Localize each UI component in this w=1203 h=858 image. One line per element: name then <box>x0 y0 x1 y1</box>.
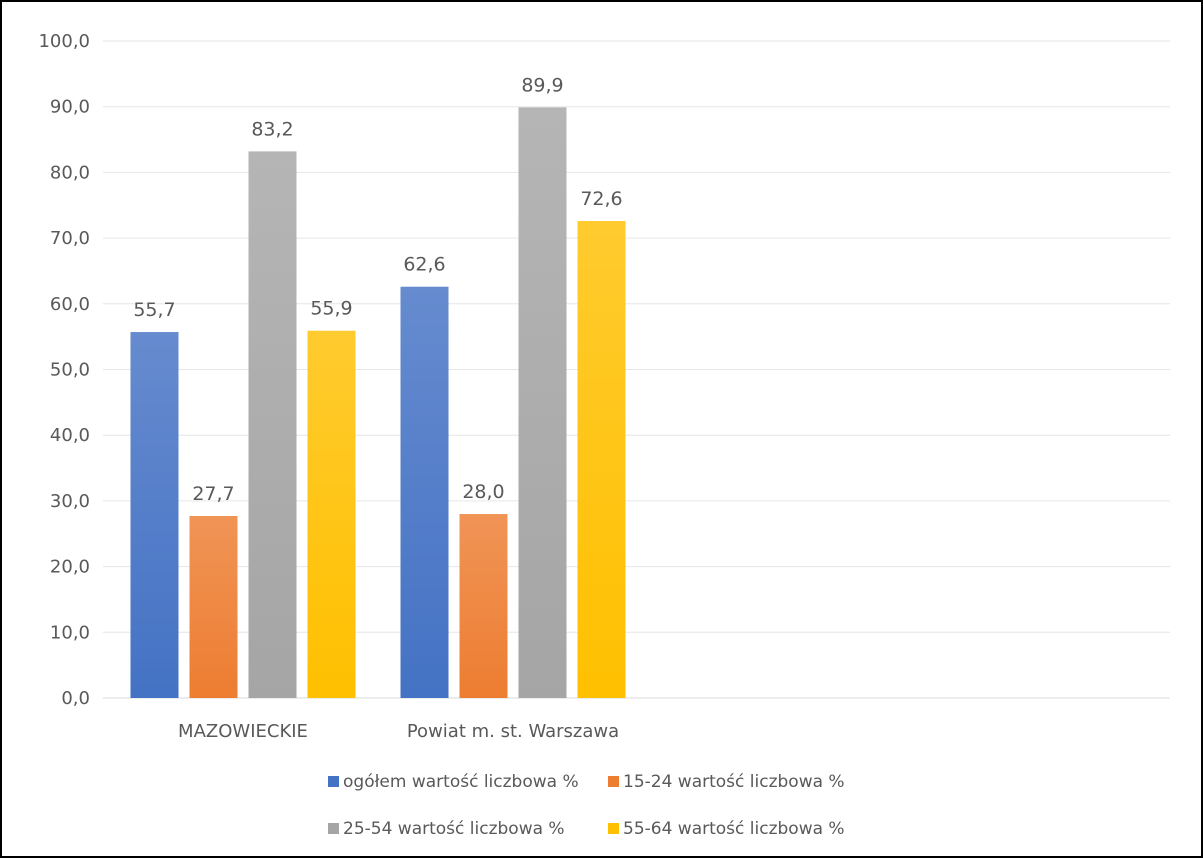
x-axis-category-labels: MAZOWIECKIE Powiat m. st. Warszawa <box>178 721 619 742</box>
bar <box>459 514 508 698</box>
legend-label: 25-54 wartość liczbowa % <box>343 819 565 839</box>
bar <box>189 516 238 698</box>
data-label: 62,6 <box>403 254 445 276</box>
bar <box>577 221 626 698</box>
legend: ogółem wartość liczbowa % 15-24 wartość l… <box>328 772 845 839</box>
legend-label: 55-64 wartość liczbowa % <box>623 819 845 839</box>
legend-swatch <box>608 823 619 834</box>
y-tick-label: 30,0 <box>50 491 90 512</box>
data-label: 89,9 <box>521 74 563 96</box>
y-tick-label: 70,0 <box>50 228 90 249</box>
bar <box>130 332 179 698</box>
legend-item: 55-64 wartość liczbowa % <box>608 819 845 839</box>
data-labels: 55,7 27,7 83,2 55,9 62,6 28,0 89,9 72,6 <box>133 74 622 505</box>
data-label: 55,7 <box>133 299 175 321</box>
y-tick-label: 100,0 <box>38 31 90 52</box>
y-tick-label: 60,0 <box>50 294 90 315</box>
y-tick-label: 90,0 <box>50 97 90 118</box>
data-label: 83,2 <box>251 118 293 140</box>
y-tick-label: 10,0 <box>50 622 90 643</box>
bar <box>400 286 449 698</box>
x-category-label: Powiat m. st. Warszawa <box>407 721 619 742</box>
bars <box>130 107 626 699</box>
legend-item: ogółem wartość liczbowa % <box>328 772 579 792</box>
bar <box>307 330 356 698</box>
x-category-label: MAZOWIECKIE <box>178 721 308 742</box>
legend-item: 25-54 wartość liczbowa % <box>328 819 565 839</box>
legend-label: 15-24 wartość liczbowa % <box>623 772 845 792</box>
y-tick-label: 50,0 <box>50 360 90 381</box>
data-label: 55,9 <box>310 298 352 320</box>
bar <box>248 151 297 699</box>
y-tick-label: 20,0 <box>50 557 90 578</box>
legend-label: ogółem wartość liczbowa % <box>343 772 579 792</box>
bar <box>518 107 567 699</box>
legend-item: 15-24 wartość liczbowa % <box>608 772 845 792</box>
legend-swatch <box>608 776 619 787</box>
y-tick-label: 40,0 <box>50 425 90 446</box>
data-label: 28,0 <box>462 481 504 503</box>
y-axis-tick-labels: 0,0 10,0 20,0 30,0 40,0 50,0 60,0 70,0 80,0 90,0 1… <box>38 31 90 709</box>
data-label: 27,7 <box>192 483 234 505</box>
legend-swatch <box>328 776 339 787</box>
legend-swatch <box>328 823 339 834</box>
data-label: 72,6 <box>580 188 622 210</box>
y-tick-label: 0,0 <box>61 688 90 709</box>
y-tick-label: 80,0 <box>50 162 90 183</box>
